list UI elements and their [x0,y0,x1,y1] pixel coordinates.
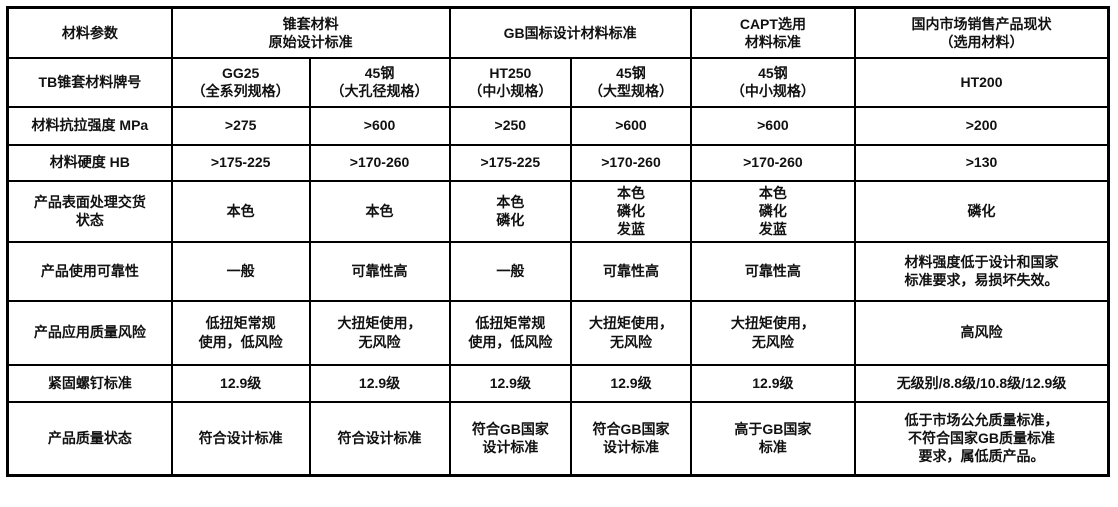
table-cell: 一般 [448,240,573,302]
table-cell: 12.9级 [170,363,311,403]
table-cell-highlight: 高风险 [854,299,1110,366]
table-cell: 12.9级 [308,363,451,403]
table-cell: 本色 磷化 发蓝 [689,179,857,243]
material-comparison-table-container: 材料参数 锥套材料 原始设计标准 GB国标设计材料标准 CAPT选用 材料标准 … [6,6,1110,477]
table-cell: 12.9级 [570,363,692,403]
table-cell: 本色 [308,179,451,243]
table-cell: 12.9级 [448,363,573,403]
table-cell-highlight: 无级别/8.8级/10.8级/12.9级 [854,363,1110,403]
table-cell: 一般 [170,240,311,302]
table-cell: 高于GB国家 标准 [689,400,857,477]
table-cell: 大扭矩使用， 无风险 [308,299,451,366]
table-row-reliability: 产品使用可靠性 一般 可靠性高 一般 可靠性高 可靠性高 材料强度低于设计和国家… [6,240,1110,302]
table-cell: 低扭矩常规 使用，低风险 [448,299,573,366]
table-row-screw-standard: 紧固螺钉标准 12.9级 12.9级 12.9级 12.9级 12.9级 无级别… [6,363,1110,403]
row-label: 产品质量状态 [6,400,173,477]
table-cell: >250 [448,105,573,146]
table-cell: 45钢 （大型规格） [570,56,692,108]
table-cell: >600 [308,105,451,146]
table-cell: >170-260 [570,143,692,182]
header-cell-gb-standard: GB国标设计材料标准 [448,6,692,59]
table-cell-highlight: >130 [854,143,1110,182]
header-cell-market-status: 国内市场销售产品现状 （选用材料） [854,6,1110,59]
table-cell: 符合设计标准 [170,400,311,477]
table-cell-highlight: 材料强度低于设计和国家 标准要求，易损坏失效。 [854,240,1110,302]
row-label: TB锥套材料牌号 [6,56,173,108]
table-cell: 磷化 [854,179,1110,243]
table-cell: 大扭矩使用， 无风险 [689,299,857,366]
table-cell: HT250 （中小规格） [448,56,573,108]
table-cell-highlight: 低于市场公允质量标准， 不符合国家GB质量标准 要求，属低质产品。 [854,400,1110,477]
table-cell: GG25 （全系列规格） [170,56,311,108]
row-label: 材料硬度 HB [6,143,173,182]
table-cell: >600 [689,105,857,146]
table-cell: >175-225 [448,143,573,182]
table-cell: 本色 [170,179,311,243]
table-cell: 本色 磷化 [448,179,573,243]
row-label: 产品使用可靠性 [6,240,173,302]
table-cell: 可靠性高 [570,240,692,302]
table-cell: 12.9级 [689,363,857,403]
table-cell: >275 [170,105,311,146]
table-cell: 低扭矩常规 使用，低风险 [170,299,311,366]
table-cell: >170-260 [689,143,857,182]
table-row-hardness: 材料硬度 HB >175-225 >170-260 >175-225 >170-… [6,143,1110,182]
table-cell-highlight: HT200 [854,56,1110,108]
table-cell: 可靠性高 [689,240,857,302]
table-row-surface-finish: 产品表面处理交货 状态 本色 本色 本色 磷化 本色 磷化 发蓝 本色 磷化 发… [6,179,1110,243]
header-row: 材料参数 锥套材料 原始设计标准 GB国标设计材料标准 CAPT选用 材料标准 … [6,6,1110,59]
table-cell: 大扭矩使用， 无风险 [570,299,692,366]
table-cell: >175-225 [170,143,311,182]
header-cell-capt-standard: CAPT选用 材料标准 [689,6,857,59]
table-row-material-grade: TB锥套材料牌号 GG25 （全系列规格） 45钢 （大孔径规格） HT250 … [6,56,1110,108]
table-cell: 符合GB国家 设计标准 [570,400,692,477]
header-cell-original-standard: 锥套材料 原始设计标准 [170,6,451,59]
material-comparison-table: 材料参数 锥套材料 原始设计标准 GB国标设计材料标准 CAPT选用 材料标准 … [6,6,1110,477]
table-cell: >170-260 [308,143,451,182]
table-cell: 符合设计标准 [308,400,451,477]
table-cell: 本色 磷化 发蓝 [570,179,692,243]
table-cell: 可靠性高 [308,240,451,302]
header-cell-param: 材料参数 [6,6,173,59]
table-row-quality-status: 产品质量状态 符合设计标准 符合设计标准 符合GB国家 设计标准 符合GB国家 … [6,400,1110,477]
table-cell: 符合GB国家 设计标准 [448,400,573,477]
row-label: 产品表面处理交货 状态 [6,179,173,243]
row-label: 产品应用质量风险 [6,299,173,366]
row-label: 紧固螺钉标准 [6,363,173,403]
row-label: 材料抗拉强度 MPa [6,105,173,146]
table-cell: >600 [570,105,692,146]
table-cell-highlight: >200 [854,105,1110,146]
table-cell: 45钢 （中小规格） [689,56,857,108]
table-row-quality-risk: 产品应用质量风险 低扭矩常规 使用，低风险 大扭矩使用， 无风险 低扭矩常规 使… [6,299,1110,366]
table-cell: 45钢 （大孔径规格） [308,56,451,108]
table-row-tensile-strength: 材料抗拉强度 MPa >275 >600 >250 >600 >600 >200 [6,105,1110,146]
